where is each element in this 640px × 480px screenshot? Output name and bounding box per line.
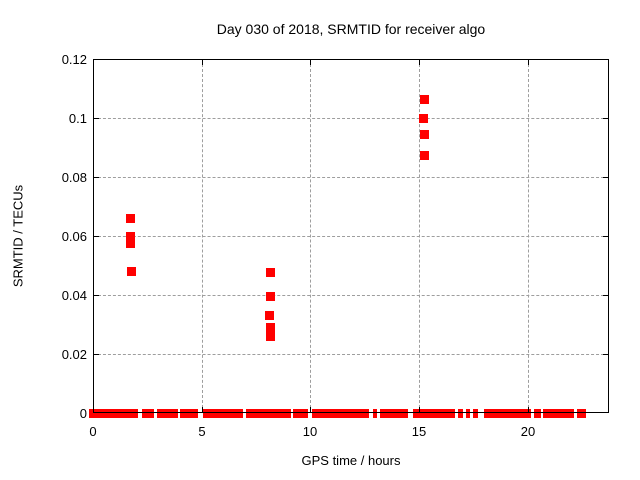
zero-band-segment bbox=[373, 409, 377, 418]
chart-title: Day 030 of 2018, SRMTID for receiver alg… bbox=[216, 21, 486, 37]
data-point-marker bbox=[420, 151, 429, 160]
x-tick-label: 15 bbox=[411, 424, 427, 439]
zero-band-segment bbox=[466, 409, 470, 418]
x-tick-mark bbox=[528, 407, 529, 413]
data-point-marker bbox=[266, 332, 275, 341]
data-point-marker bbox=[419, 114, 428, 123]
y-tick-mark bbox=[603, 118, 609, 119]
zero-band-segment bbox=[246, 409, 291, 418]
y-gridline bbox=[93, 354, 609, 355]
y-tick-label: 0.04 bbox=[61, 288, 87, 303]
y-tick-label: 0.06 bbox=[61, 229, 87, 244]
x-tick-label: 0 bbox=[89, 424, 97, 439]
x-tick-mark bbox=[310, 59, 311, 65]
data-point-marker bbox=[266, 292, 275, 301]
x-tick-label: 20 bbox=[520, 424, 536, 439]
y-tick-mark bbox=[603, 354, 609, 355]
zero-band-segment bbox=[484, 409, 531, 418]
zero-band-segment bbox=[157, 409, 178, 418]
y-tick-mark bbox=[93, 118, 99, 119]
y-tick-label: 0.08 bbox=[61, 170, 87, 185]
zero-band-segment bbox=[180, 409, 198, 418]
y-tick-mark bbox=[603, 177, 609, 178]
y-gridline bbox=[93, 177, 609, 178]
y-tick-mark bbox=[603, 236, 609, 237]
x-tick-mark bbox=[419, 407, 420, 413]
x-tick-mark bbox=[310, 407, 311, 413]
x-tick-label: 5 bbox=[198, 424, 206, 439]
x-axis-title: GPS time / hours bbox=[301, 453, 401, 468]
x-tick-mark bbox=[419, 59, 420, 65]
y-tick-mark bbox=[93, 236, 99, 237]
data-point-marker bbox=[126, 239, 135, 248]
zero-band-segment bbox=[458, 409, 463, 418]
zero-band-segment bbox=[473, 409, 478, 418]
data-point-marker bbox=[420, 95, 429, 104]
y-gridline bbox=[93, 236, 609, 237]
x-tick-label: 10 bbox=[302, 424, 318, 439]
data-point-marker bbox=[266, 323, 275, 332]
y-tick-label: 0 bbox=[79, 406, 87, 421]
y-gridline bbox=[93, 118, 609, 119]
y-axis-title: SRMTID / TECUs bbox=[10, 184, 26, 288]
data-point-marker bbox=[266, 268, 275, 277]
zero-band-segment bbox=[203, 409, 243, 418]
data-point-marker bbox=[420, 130, 429, 139]
y-tick-mark bbox=[93, 354, 99, 355]
zero-band-segment bbox=[293, 409, 308, 418]
data-point-marker bbox=[126, 214, 135, 223]
zero-band-segment bbox=[142, 409, 154, 418]
zero-band-segment bbox=[413, 409, 455, 418]
y-tick-mark bbox=[93, 295, 99, 296]
data-point-marker bbox=[126, 232, 135, 241]
zero-band-segment bbox=[380, 409, 408, 418]
y-tick-mark bbox=[603, 295, 609, 296]
zero-band-segment bbox=[543, 409, 574, 418]
x-tick-mark bbox=[202, 59, 203, 65]
data-point-marker bbox=[127, 267, 136, 276]
y-tick-label: 0.02 bbox=[61, 347, 87, 362]
y-tick-label: 0.1 bbox=[68, 111, 87, 126]
zero-band-segment bbox=[577, 409, 586, 418]
y-gridline bbox=[93, 295, 609, 296]
y-tick-mark bbox=[93, 177, 99, 178]
plot-area bbox=[89, 59, 609, 418]
data-point-marker bbox=[265, 311, 274, 320]
data-point-marker bbox=[89, 409, 98, 418]
zero-band-segment bbox=[97, 409, 138, 418]
x-tick-mark bbox=[528, 59, 529, 65]
zero-band-segment bbox=[312, 409, 369, 418]
zero-band-segment bbox=[534, 409, 541, 418]
y-tick-label: 0.12 bbox=[61, 52, 87, 67]
x-tick-mark bbox=[202, 407, 203, 413]
